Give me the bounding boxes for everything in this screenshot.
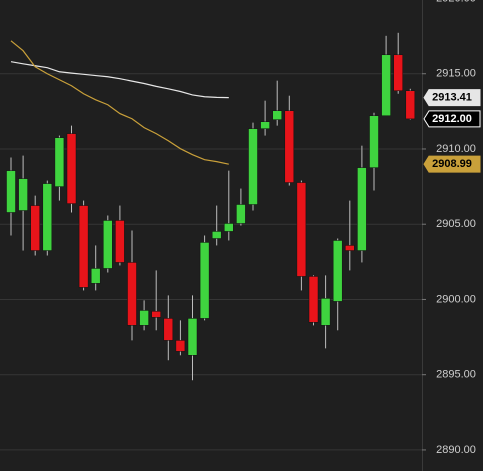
candle-body	[260, 121, 270, 129]
candle-body	[320, 298, 331, 326]
candle-body	[115, 220, 125, 263]
y-tick-label: 2910.00	[436, 143, 476, 155]
candle-body	[199, 242, 210, 319]
moving-average-line	[10, 61, 229, 99]
candle-body	[90, 268, 101, 284]
y-tick-label: 2895.00	[436, 369, 476, 381]
candle-body	[369, 115, 379, 168]
candle-body	[332, 240, 343, 302]
candle-body	[6, 170, 16, 213]
series-price-label-text: 2908.99	[432, 158, 472, 170]
series-price-label-box	[423, 155, 481, 173]
last-price-label: 2912.00	[423, 110, 481, 128]
candle-body	[224, 223, 234, 232]
candle-body	[381, 54, 391, 116]
candle-body	[272, 110, 282, 120]
candle-body	[30, 205, 40, 251]
candle-body	[284, 110, 295, 183]
candle-body	[139, 310, 149, 326]
series-price-label-text: 2913.41	[432, 92, 472, 104]
series-price-label: 2913.41	[423, 89, 481, 107]
series-price-label-box	[423, 89, 481, 107]
candle-body	[345, 245, 355, 251]
y-tick-label: 2900.00	[436, 293, 476, 305]
candle-body	[151, 311, 161, 318]
candle-body	[175, 340, 186, 352]
last-price-label-text: 2912.00	[432, 113, 472, 125]
y-tick-label: 2920.00	[436, 0, 476, 4]
candle-body	[18, 178, 28, 211]
candle-body	[296, 182, 307, 277]
candle-body	[393, 54, 403, 91]
series-price-label: 2908.99	[423, 155, 481, 173]
candle-body	[405, 90, 416, 120]
candle-body	[78, 205, 89, 288]
candle-body	[66, 133, 77, 204]
y-tick-label: 2915.00	[436, 68, 476, 80]
candle-body	[127, 262, 137, 326]
candle-body	[357, 167, 367, 251]
moving-average-line	[10, 40, 229, 165]
candle-body	[236, 204, 246, 224]
candle-body	[248, 128, 258, 205]
last-price-label-box	[423, 110, 481, 128]
candle-body	[103, 220, 113, 269]
y-tick-label: 2890.00	[436, 444, 476, 456]
candle-body	[187, 318, 198, 356]
y-tick-label: 2905.00	[436, 218, 476, 230]
candle-body	[308, 276, 319, 323]
candle-body	[211, 231, 222, 239]
candle-body	[54, 137, 65, 187]
candle-body	[163, 318, 174, 341]
candle-body	[42, 183, 53, 251]
